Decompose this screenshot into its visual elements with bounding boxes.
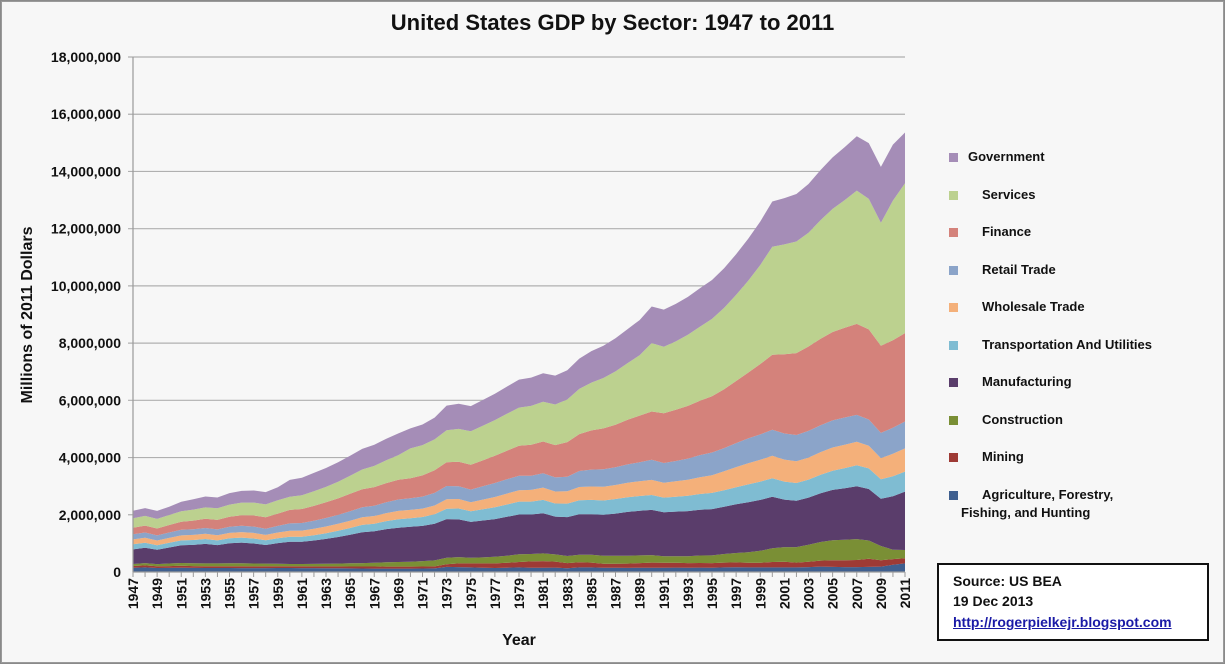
x-tick-label: 2005 (825, 578, 841, 609)
legend-label: Services (982, 186, 1036, 202)
area-mining (133, 558, 905, 569)
source-text: Source: US BEA (953, 573, 1062, 589)
legend-item-services: Services (945, 184, 1215, 222)
legend-swatch (949, 153, 958, 162)
y-tick-labels: 0 2,000,000 4,000,000 6,000,000 8,000,000 10,… (51, 49, 121, 580)
y-tick-label: 12,000,000 (51, 221, 121, 237)
legend-item-government: Government (945, 146, 1215, 184)
x-tick-label: 1975 (463, 578, 479, 609)
x-tick-label: 1983 (559, 578, 575, 609)
x-tick-label: 2007 (849, 578, 865, 609)
axes (132, 57, 906, 577)
y-tick-label: 4,000,000 (59, 450, 121, 466)
x-tick-label: 1951 (173, 578, 189, 609)
x-tick-label: 1953 (197, 578, 213, 609)
y-axis-title: Millions of 2011 Dollars (19, 226, 36, 403)
x-tick-label: 1967 (366, 578, 382, 609)
area-manufacturing (133, 486, 905, 565)
x-tick-label: 2003 (801, 578, 817, 609)
legend-label: Agriculture, Forestry, (982, 486, 1114, 502)
x-tick-label: 1959 (270, 578, 286, 609)
y-tick-label: 18,000,000 (51, 49, 121, 65)
chart-title: United States GDP by Sector: 1947 to 201… (390, 10, 835, 35)
legend-swatch (949, 340, 958, 350)
x-tick-label: 2011 (897, 578, 913, 609)
legend-swatch (949, 453, 958, 462)
x-tick-label: 1979 (511, 578, 527, 609)
y-tick-label: 0 (113, 564, 121, 580)
legend-swatch (949, 415, 958, 425)
x-tick-label: 1995 (704, 578, 720, 609)
x-tick-label: 1961 (294, 578, 310, 609)
y-tick-label: 2,000,000 (59, 507, 121, 523)
x-tick-label: 1997 (728, 578, 744, 609)
x-tick-label: 1991 (656, 578, 672, 609)
legend-item-wholesale-trade: Wholesale Trade (945, 296, 1215, 334)
x-tick-label: 1987 (608, 578, 624, 609)
area-finance (133, 323, 905, 536)
x-tick-labels: 1947 1949 1951 1953 1955 1957 1959 1961 1963 1965… (125, 578, 913, 609)
x-tick-label: 1947 (125, 578, 141, 609)
legend-label: Manufacturing (982, 374, 1072, 389)
x-tick-label: 1973 (439, 578, 455, 609)
legend-swatch (949, 190, 958, 200)
area-retail-trade (133, 414, 905, 541)
x-axis-title: Year (502, 632, 536, 649)
area-wholesale-trade (133, 441, 905, 546)
legend-item-finance: Finance (945, 221, 1215, 259)
legend-item-agriculture: Agriculture, Forestry, Fishing, and Hunt… (945, 484, 1215, 522)
area-layers (133, 132, 905, 572)
x-tick-label: 1993 (680, 578, 696, 609)
legend-swatch (949, 265, 958, 275)
x-tick-label: 1949 (149, 578, 165, 609)
y-tick-label: 8,000,000 (59, 335, 121, 351)
legend-swatch (949, 303, 958, 312)
x-tick-label: 2001 (776, 578, 792, 609)
x-tick-label: 1981 (535, 578, 551, 609)
source-date: 19 Dec 2013 (953, 593, 1034, 609)
legend-swatch (949, 228, 958, 237)
legend-label-line2: Fishing, and Hunting (961, 504, 1091, 520)
x-tick-label: 2009 (873, 578, 889, 609)
legend-label: Retail Trade (982, 261, 1056, 277)
source-link[interactable]: http://rogerpielkejr.blogspot.com (953, 614, 1172, 630)
legend-item-transportation: Transportation And Utilities (945, 334, 1215, 372)
x-tick-label: 1955 (222, 578, 238, 609)
area-government (133, 132, 905, 519)
area-transportation-and-utilities (133, 465, 905, 550)
legend-label: Finance (982, 224, 1032, 239)
x-tick-label: 1971 (415, 578, 431, 609)
legend-label: Government (968, 149, 1045, 164)
area-services (133, 183, 905, 529)
legend-label: Mining (982, 449, 1024, 464)
x-tick-label: 1969 (390, 578, 406, 609)
y-tick-label: 14,000,000 (51, 163, 121, 179)
legend-item-construction: Construction (945, 409, 1215, 447)
source-box: Source: US BEA 19 Dec 2013 http://rogerp… (937, 563, 1209, 641)
legend-label: Construction (982, 411, 1063, 427)
y-tick-label: 6,000,000 (59, 392, 121, 408)
x-tick-label: 1989 (632, 578, 648, 609)
legend-swatch (949, 378, 958, 387)
legend-item-mining: Mining (945, 446, 1215, 484)
legend-item-retail-trade: Retail Trade (945, 259, 1215, 297)
x-tick-label: 1985 (583, 578, 599, 609)
x-tick-label: 1977 (487, 578, 503, 609)
area-construction (133, 539, 905, 567)
x-tick-label: 1957 (246, 578, 262, 609)
legend-item-manufacturing: Manufacturing (945, 371, 1215, 409)
legend-swatch (949, 490, 958, 500)
legend: Government Services Finance Retail Trade… (945, 146, 1215, 521)
area-agriculture-forestry-fishing-and-hunting (133, 563, 905, 572)
x-tick-label: 1999 (752, 578, 768, 609)
y-tick-label: 16,000,000 (51, 106, 121, 122)
legend-label: Wholesale Trade (982, 299, 1085, 314)
x-tick-label: 1965 (342, 578, 358, 609)
legend-label: Transportation And Utilities (982, 336, 1152, 352)
y-tick-label: 10,000,000 (51, 278, 121, 294)
x-tick-label: 1963 (318, 578, 334, 609)
